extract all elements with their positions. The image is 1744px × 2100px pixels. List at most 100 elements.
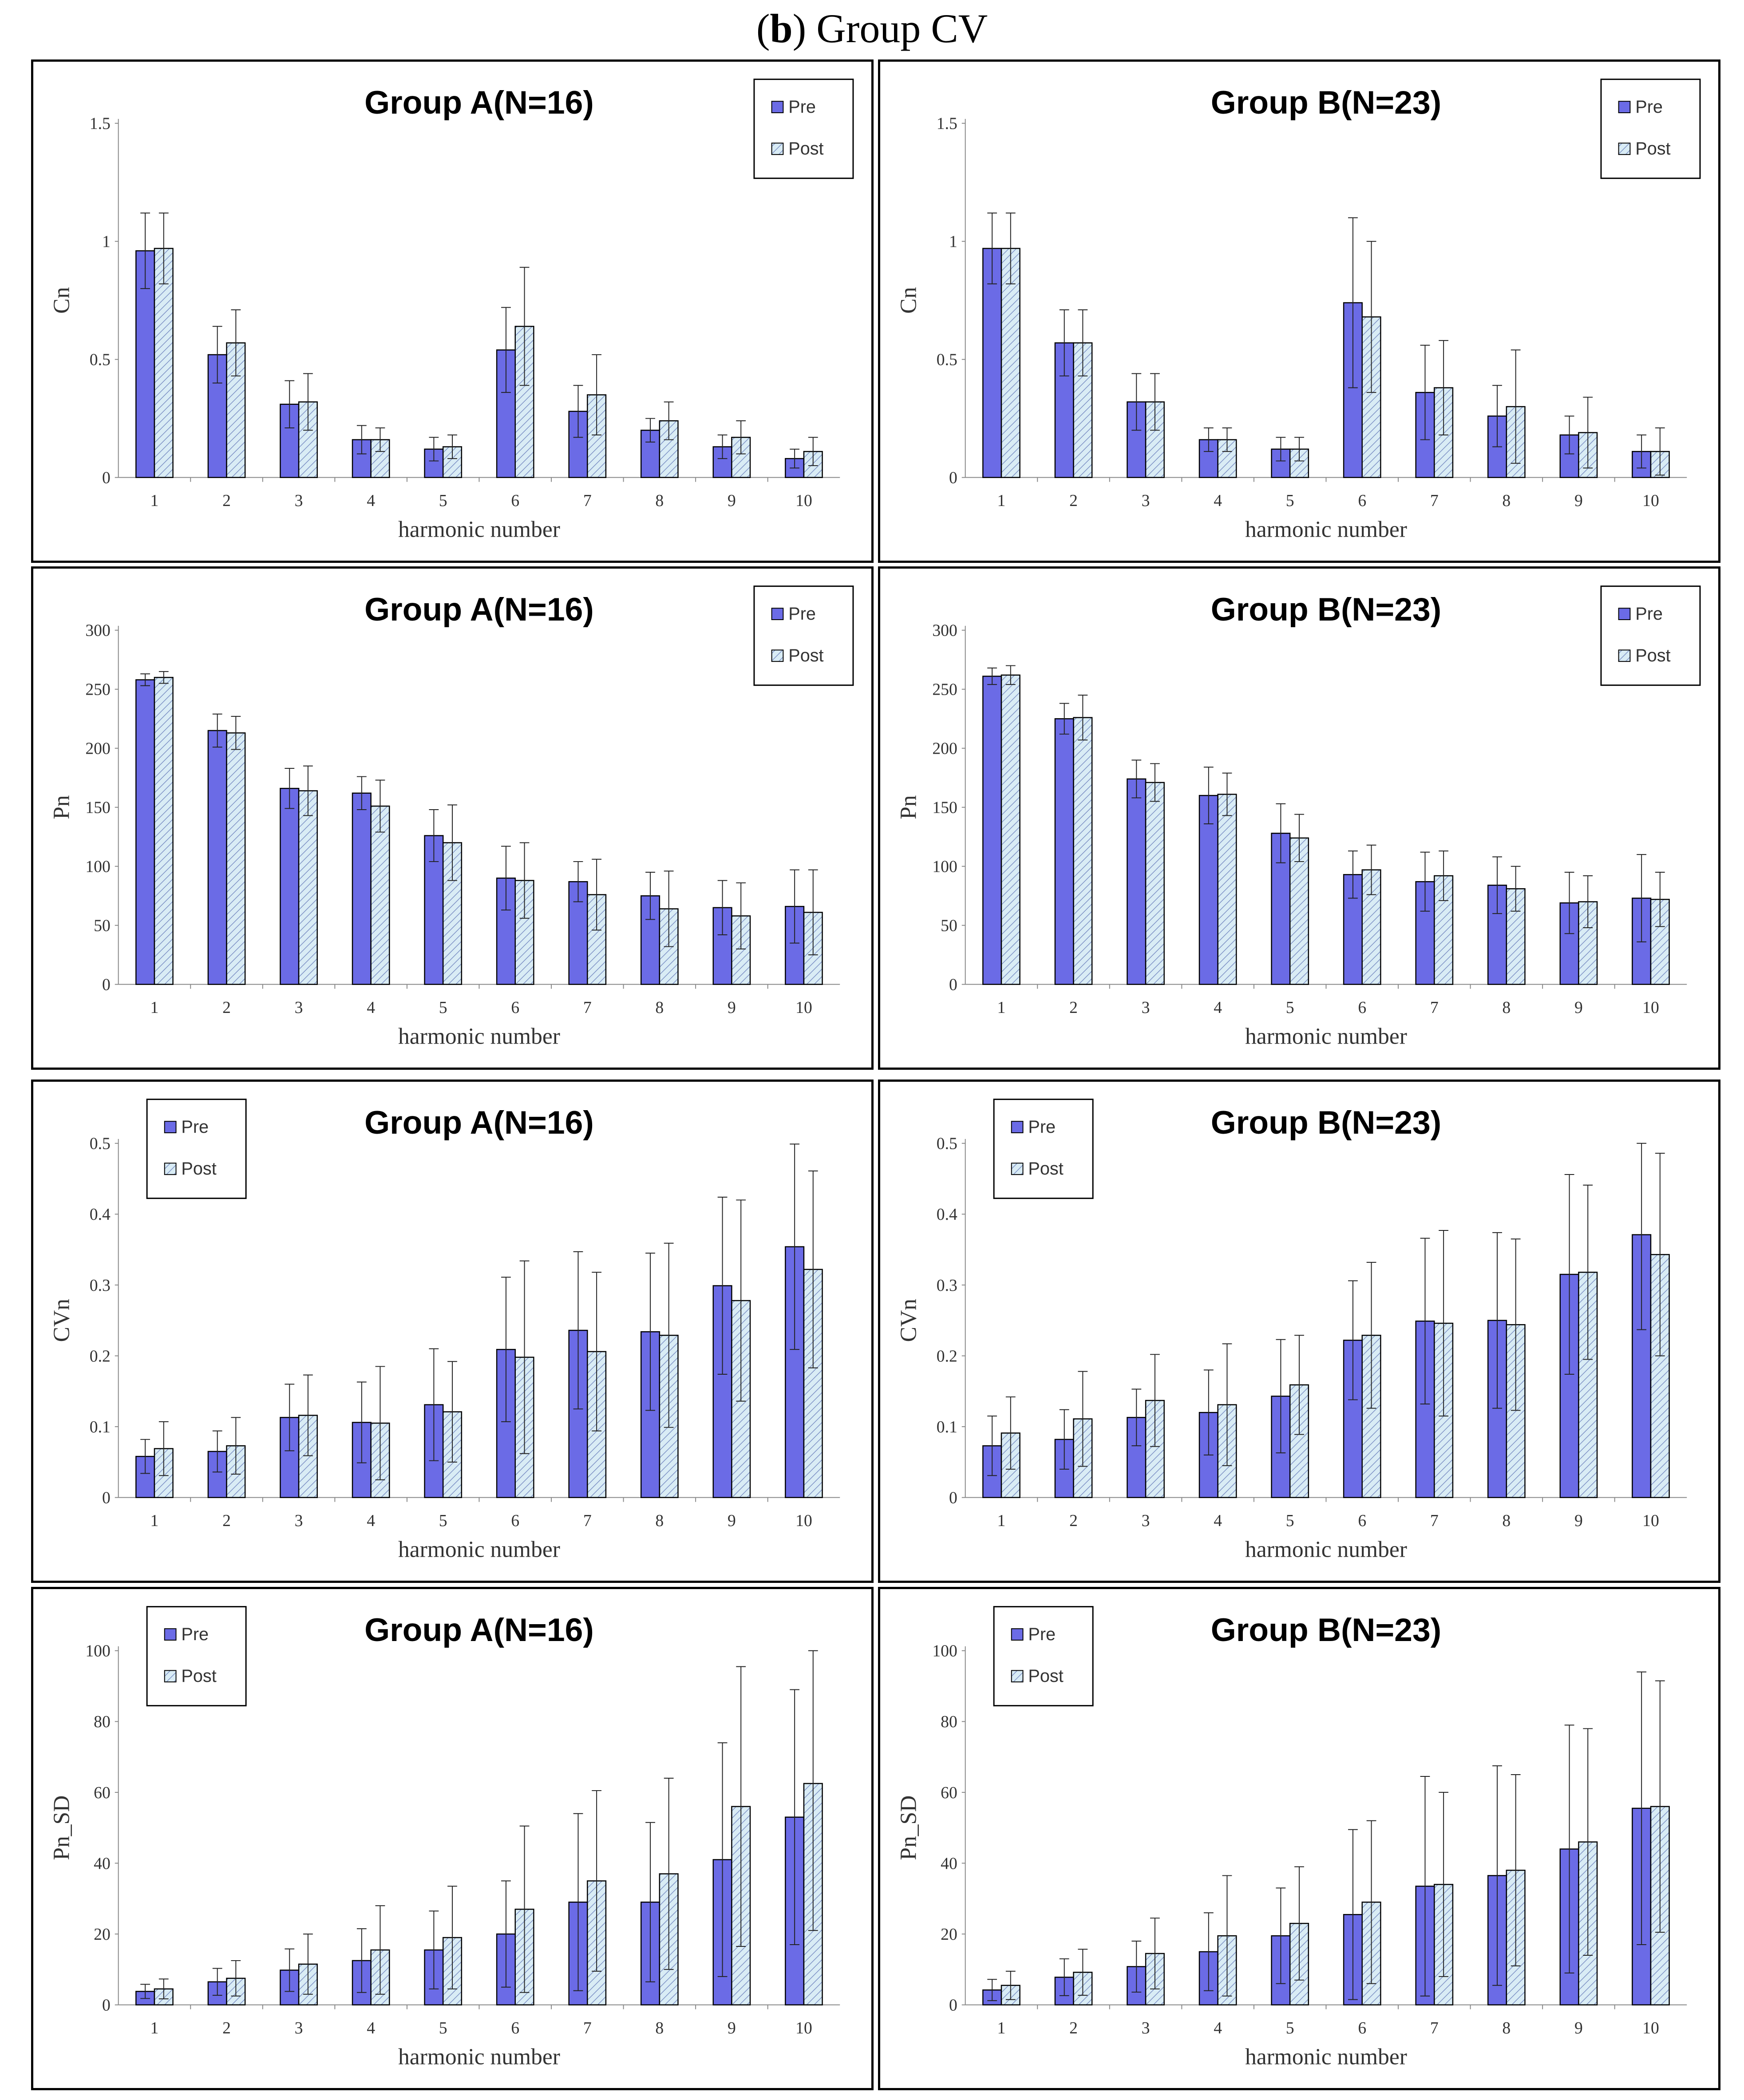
bar-post xyxy=(514,880,534,985)
legend-swatch-pre xyxy=(164,1121,177,1133)
y-tick-label: 150 xyxy=(85,799,110,817)
x-tick-label: 1 xyxy=(150,491,159,510)
legend-label-pre: Pre xyxy=(1028,1625,1056,1644)
x-tick-label: 9 xyxy=(1574,998,1583,1017)
bar-pre xyxy=(785,906,805,985)
x-tick-label: 8 xyxy=(655,1511,664,1530)
y-tick-label: 250 xyxy=(85,680,110,699)
x-tick-label: 9 xyxy=(1574,491,1583,510)
bar-post xyxy=(1001,674,1020,985)
chart-title: Group A(N=16) xyxy=(364,1612,594,1648)
legend-label-pre: Pre xyxy=(1028,1117,1056,1137)
x-tick-label: 7 xyxy=(1430,2019,1439,2037)
bar-pre xyxy=(352,792,372,985)
y-tick-label: 250 xyxy=(932,680,957,699)
y-tick-label: 40 xyxy=(941,1854,957,1873)
y-tick-label: 1 xyxy=(949,233,957,251)
y-tick-label: 60 xyxy=(941,1784,957,1802)
bar-post xyxy=(1073,717,1093,985)
bar-post xyxy=(1217,794,1237,985)
x-tick-label: 6 xyxy=(1358,491,1366,510)
y-tick-label: 100 xyxy=(85,1642,110,1661)
bar-pre xyxy=(1127,778,1147,985)
legend-swatch-pre xyxy=(1011,1628,1024,1641)
x-tick-label: 4 xyxy=(367,1511,375,1530)
y-axis-label: CVn xyxy=(49,1299,75,1342)
legend-label-post: Post xyxy=(788,646,823,665)
x-tick-label: 10 xyxy=(1642,2019,1659,2037)
y-axis-label: Pn xyxy=(896,795,921,819)
x-tick-label: 10 xyxy=(1642,998,1659,1017)
legend-label-post: Post xyxy=(181,1159,216,1179)
x-tick-label: 4 xyxy=(367,491,375,510)
legend-box xyxy=(1600,585,1701,686)
bar-pre xyxy=(982,248,1002,478)
bar-pre xyxy=(1054,718,1074,985)
chart-cn-group-a: 0 0.5 1 1.5 1 2 3 4 5 6 7 8 9 10 harmonic number Cn Grou… xyxy=(31,59,874,563)
chart-svg: 0 50 100 150 200 250 300 1 2 3 4 5 6 7 8 9 10 harmonic nu… xyxy=(896,585,1701,1049)
legend-label-post: Post xyxy=(181,1666,216,1686)
x-tick-label: 10 xyxy=(795,2019,812,2037)
y-tick-label: 0 xyxy=(102,1996,111,2015)
x-tick-label: 3 xyxy=(295,1511,303,1530)
x-tick-label: 1 xyxy=(997,491,1006,510)
x-tick-label: 3 xyxy=(295,491,303,510)
legend-label-pre: Pre xyxy=(1635,97,1663,117)
y-tick-label: 0.3 xyxy=(90,1276,111,1295)
x-tick-label: 7 xyxy=(1430,998,1439,1017)
x-axis-label: harmonic number xyxy=(1245,517,1407,542)
x-tick-label: 5 xyxy=(439,998,447,1017)
x-tick-label: 2 xyxy=(222,998,231,1017)
x-tick-label: 4 xyxy=(1214,2019,1222,2037)
y-tick-label: 20 xyxy=(941,1925,957,1944)
y-tick-label: 0.3 xyxy=(937,1276,957,1295)
x-tick-label: 7 xyxy=(583,491,592,510)
x-tick-label: 9 xyxy=(728,491,736,510)
legend-label-post: Post xyxy=(1635,646,1670,665)
x-axis-label: harmonic number xyxy=(398,517,560,542)
x-tick-label: 3 xyxy=(295,2019,303,2037)
legend-label-pre: Pre xyxy=(788,97,816,117)
x-tick-label: 3 xyxy=(1142,2019,1150,2037)
y-tick-label: 0.1 xyxy=(90,1418,111,1436)
chart-title: Group A(N=16) xyxy=(364,84,594,121)
bar-pre xyxy=(207,730,227,985)
x-tick-label: 2 xyxy=(222,491,231,510)
y-axis-label: Cn xyxy=(896,287,921,314)
legend-swatch-post xyxy=(1618,142,1631,155)
bar-post xyxy=(1578,901,1598,985)
x-tick-label: 5 xyxy=(1286,1511,1294,1530)
y-tick-label: 0.5 xyxy=(937,351,957,369)
x-tick-label: 2 xyxy=(222,2019,231,2037)
y-tick-label: 0.4 xyxy=(90,1205,111,1224)
bar-post xyxy=(1289,837,1309,985)
y-tick-label: 1.5 xyxy=(937,115,957,133)
y-tick-label: 80 xyxy=(941,1712,957,1731)
x-tick-label: 3 xyxy=(295,998,303,1017)
x-tick-label: 5 xyxy=(1286,998,1294,1017)
y-tick-label: 0 xyxy=(102,1489,111,1507)
bar-pre xyxy=(135,679,155,985)
bar-pre xyxy=(496,349,516,478)
legend-swatch-pre xyxy=(164,1628,177,1641)
y-tick-label: 0 xyxy=(102,469,111,487)
x-tick-label: 2 xyxy=(1069,1511,1078,1530)
x-tick-label: 10 xyxy=(1642,1511,1659,1530)
x-tick-label: 6 xyxy=(511,1511,519,1530)
legend-swatch-post xyxy=(1618,649,1631,662)
y-tick-label: 0.5 xyxy=(90,1135,111,1153)
y-axis-label: CVn xyxy=(896,1299,921,1342)
x-tick-label: 7 xyxy=(1430,1511,1439,1530)
x-tick-label: 4 xyxy=(367,998,375,1017)
legend-label-pre: Pre xyxy=(181,1625,209,1644)
bar-post xyxy=(226,732,246,985)
y-tick-label: 150 xyxy=(932,799,957,817)
x-tick-label: 1 xyxy=(150,998,159,1017)
legend-label-post: Post xyxy=(1028,1666,1063,1686)
chart-pn-group-a: 0 50 100 150 200 250 300 1 2 3 4 5 6 7 8 9 10 harmonic nu… xyxy=(31,566,874,1070)
legend-box xyxy=(993,1099,1094,1199)
y-tick-label: 50 xyxy=(94,917,111,935)
legend-box xyxy=(753,79,854,179)
x-tick-label: 1 xyxy=(997,1511,1006,1530)
bar-pre xyxy=(280,787,300,985)
